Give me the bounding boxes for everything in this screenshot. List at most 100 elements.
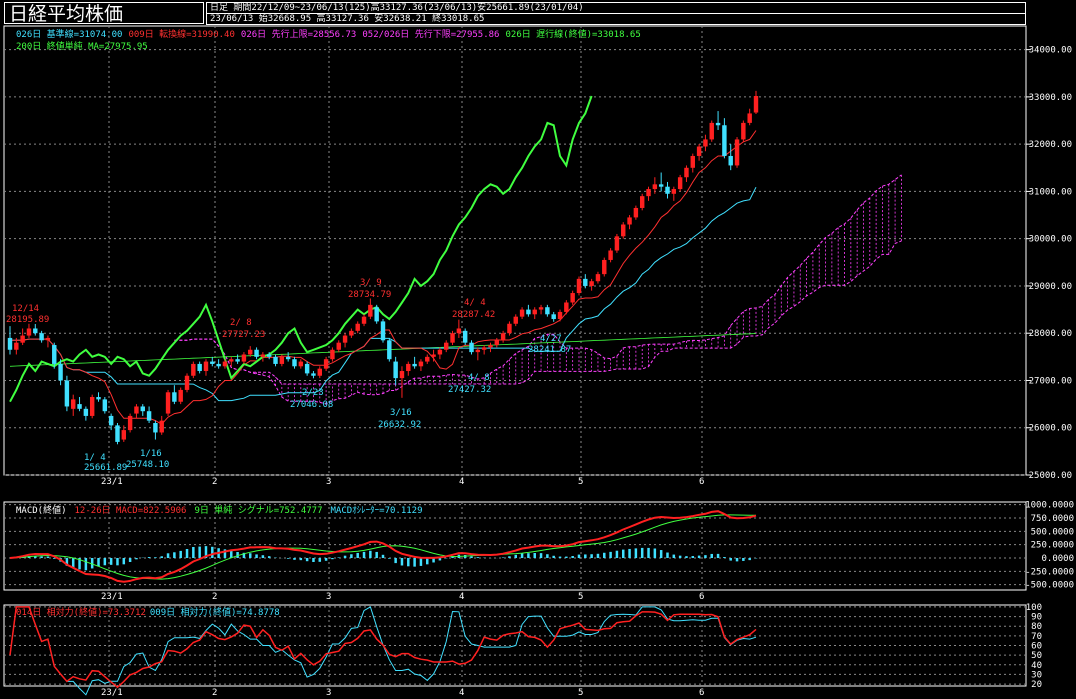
candle-body (64, 380, 70, 407)
rsi-legend: 014日 相対力(終値)=73.3712 009日 相対力(終値)=74.8778 (16, 608, 284, 618)
x-tick-label: 3 (326, 477, 331, 487)
candle-body (52, 345, 57, 364)
candle-body (140, 406, 145, 412)
annotation-label: 28734.79 (348, 290, 391, 300)
candle-body (690, 155, 695, 168)
chikou-line (9, 95, 593, 403)
candle-body (304, 363, 310, 374)
macd-y-tick-label: 500.0000 (1031, 527, 1074, 537)
x-tick-label: 23/1 (101, 477, 123, 487)
candle-body (608, 250, 613, 260)
macd-y-tick-label: -250.0000 (1025, 567, 1074, 577)
candle-body (500, 333, 506, 341)
candle-body (96, 397, 101, 400)
x-tick-label: 4 (459, 688, 464, 698)
candle-body (671, 189, 677, 194)
annotation-label: 3/ 9 (360, 278, 382, 288)
annotation-label: 4/27 (540, 334, 562, 344)
x-tick-label: 23/1 (101, 592, 123, 602)
candle-body (254, 349, 259, 357)
senkou-span-a (174, 174, 902, 405)
annotation-label: 26632.92 (378, 420, 421, 430)
candle-body (45, 337, 51, 341)
candle-body (292, 359, 297, 367)
x-tick-label: 4 (459, 477, 464, 487)
candle-body (481, 347, 487, 350)
annotation-label: 28287.42 (452, 310, 495, 320)
candle-body (507, 323, 512, 334)
y-tick-label: 33000.00 (1029, 93, 1072, 103)
annotation-label: 28241.87 (528, 345, 571, 355)
x-tick-label: 4 (459, 592, 464, 602)
candle-body (399, 371, 405, 379)
x-tick-label: 2 (212, 477, 217, 487)
candle-body (437, 349, 443, 355)
annotation-label: 1/ 4 (84, 453, 106, 463)
candle-body (475, 349, 481, 353)
candle-body (298, 361, 304, 367)
annotation-label: 27427.32 (448, 385, 491, 395)
x-tick-label: 23/1 (101, 688, 123, 698)
candle-body (203, 361, 209, 372)
annotation-label: 2/23 (302, 388, 324, 398)
candle-body (551, 314, 556, 320)
candle-body (418, 361, 424, 367)
legend-entry: 200日 終値単純 MA=27975.95 (16, 42, 148, 52)
candle-body (14, 342, 19, 350)
candle-body (639, 196, 645, 208)
candle-body (153, 423, 158, 433)
macd-y-tick-label: -500.0000 (1025, 581, 1074, 591)
candle-body (627, 217, 632, 225)
candle-body (538, 307, 544, 310)
candle-body (172, 392, 177, 402)
candle-body (361, 316, 367, 324)
legend-entry: 026日 遅行線(終値)=33018.65 (505, 30, 641, 40)
y-tick-label: 27000.00 (1029, 376, 1072, 386)
rsi-y-tick-label: 90 (1031, 613, 1042, 623)
x-tick-label: 6 (699, 592, 704, 602)
y-tick-label: 28000.00 (1029, 329, 1072, 339)
candle-body (425, 356, 430, 362)
x-tick-label: 5 (578, 592, 583, 602)
candle-body (614, 236, 620, 251)
candle-body (279, 356, 285, 364)
x-tick-label: 2 (212, 688, 217, 698)
candle-body (165, 392, 171, 414)
candle-body (39, 333, 44, 341)
candle-body (349, 330, 354, 336)
x-tick-label: 5 (578, 688, 583, 698)
candle-body (216, 363, 221, 367)
y-tick-label: 34000.00 (1029, 46, 1072, 56)
candle-body (646, 189, 651, 197)
candle-body (77, 404, 82, 409)
candle-body (191, 363, 196, 376)
candle-body (33, 328, 38, 334)
legend-entry: 009日 転換線=31990.40 (128, 30, 235, 40)
candle-body (317, 368, 322, 376)
candle-body (311, 373, 316, 376)
rsi-y-tick-label: 30 (1031, 670, 1042, 680)
legend-entry: 052/026日 先行下限=27955.86 (362, 30, 500, 40)
x-tick-label: 3 (326, 688, 331, 698)
candle-body (526, 309, 531, 315)
x-tick-label: 2 (212, 592, 217, 602)
candle-body (241, 354, 247, 362)
candle-body (229, 359, 234, 362)
candle-body (545, 307, 550, 315)
candle-body (71, 399, 76, 409)
candle-body (102, 399, 108, 412)
candle-body (703, 139, 708, 147)
annotation-label: 4/ 8 (468, 373, 490, 383)
annotation-label: 25748.10 (126, 460, 169, 470)
legend-entry: MACD(終値) (16, 506, 67, 516)
candle-body (658, 184, 664, 187)
page-title: 日経平均株価 (4, 2, 204, 25)
candle-body (210, 361, 215, 364)
legend-entry: 9日 単純 シグナル=752.4777 (194, 506, 323, 516)
candle-body (89, 397, 95, 416)
candle-body (734, 139, 740, 166)
macd-y-tick-label: 1000.0000 (1025, 501, 1074, 511)
candle-body (665, 186, 670, 194)
candle-body (146, 411, 152, 421)
x-tick-label: 3 (326, 592, 331, 602)
